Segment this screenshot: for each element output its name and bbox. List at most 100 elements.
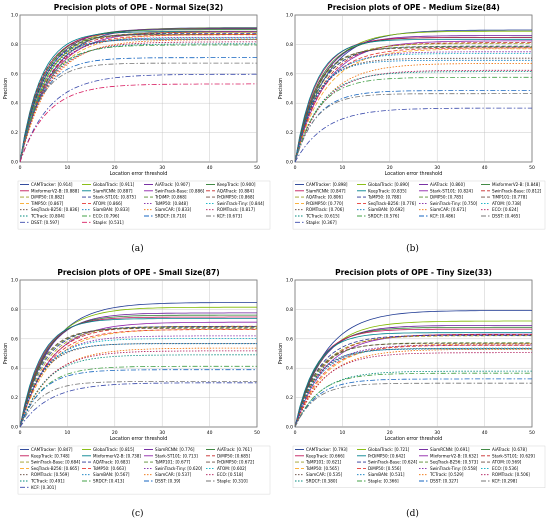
series-line-kcf (294, 90, 532, 163)
legend-entry: AQATrack: [0.884] (217, 188, 254, 193)
legend-entry: CAMTracker: [0.847] (31, 447, 73, 452)
y-tick-label: 0.4 (11, 366, 18, 372)
y-tick-label: 0.6 (11, 71, 18, 77)
series-line-keeptrack (19, 29, 257, 163)
series-line-prdimp50 (294, 332, 532, 428)
x-tick-label: 10 (65, 165, 71, 171)
legend-entry: GlobalTrack: [0.890] (368, 182, 410, 187)
series-line-staple (19, 83, 257, 163)
chart-title: Precision plots of OPE - Medium Size(84) (327, 3, 500, 12)
legend-entry: Stark-ST101: [0.824] (430, 188, 473, 193)
y-tick-label: 0.4 (286, 101, 293, 107)
series-line-tctrack (19, 43, 257, 163)
legend-entry: Staple: [0.367] (306, 220, 337, 225)
x-axis-label: Location error threshold (385, 171, 443, 177)
legend-entry: ECO: [0.624] (492, 207, 519, 212)
plot-area (294, 279, 533, 428)
chart-svg-c: Precision plots of OPE - Small Size(87) 0… (3, 268, 271, 495)
series-line-keeptrack (294, 38, 532, 163)
x-tick-label: 40 (482, 165, 488, 171)
chart-panel-c: Precision plots of OPE - Small Size(87) 0… (0, 265, 275, 530)
x-axis-label: Location error threshold (110, 171, 168, 177)
x-tick-label: 50 (254, 430, 260, 436)
series-line-prdimp50 (19, 327, 257, 428)
series-line-tsmp50 (19, 36, 257, 163)
legend-entry: MixformerV2-B: [0.848] (492, 182, 540, 187)
legend-entry: DSST: [0.39] (155, 479, 181, 484)
series-line-tsmp101 (294, 335, 532, 428)
legend-box (292, 445, 546, 488)
legend-entry: SRDCF: [0.576] (368, 214, 399, 219)
legend-entry: PrDiMP50: [0.672] (217, 460, 255, 465)
series-line-timp101 (294, 47, 532, 163)
y-tick-label: 0.2 (11, 130, 18, 136)
y-tick-label: 1.0 (11, 278, 18, 284)
series-line-eco (19, 44, 257, 163)
series-line-dsst (294, 378, 532, 428)
legend-box (292, 180, 546, 230)
series-line-aiatrack (294, 326, 532, 428)
legend-entry: SwinTrack-Base: [0.624] (368, 460, 418, 465)
legend-entry: TCTrack: [0.615] (305, 214, 340, 219)
legend-entry: TCTrack: [0.529] (429, 472, 464, 477)
x-tick-label: 0 (294, 165, 297, 171)
x-axis-label: Location error threshold (385, 436, 443, 442)
legend-entry: SiamBAN: [0.567] (93, 472, 130, 477)
legend-entry: CAMTracker: [0.898] (306, 182, 348, 187)
legend-entry: DiMP50: [0.785] (430, 195, 463, 200)
series-line-srdcf (294, 76, 532, 163)
series-line-keeptrack (294, 328, 532, 428)
x-tick-label: 50 (529, 165, 535, 171)
legend-entry: SiamRCNN: [0.776] (155, 447, 195, 452)
legend-entry: SwinTrack-Tiny: [0.844] (217, 201, 265, 206)
legend-entry: SiamBAN: [0.692] (368, 207, 405, 212)
series-line-eco (19, 350, 257, 428)
legend-entry: SiamBAN: [0.833] (93, 207, 130, 212)
legend-entry: AiATrack: [0.907] (155, 182, 190, 187)
legend-entry: ATOM: [0.569] (492, 460, 522, 465)
series-line-stark-st101 (19, 33, 257, 163)
legend-entry: TsMP50: [0.565] (305, 466, 339, 471)
x-tick-label: 20 (387, 430, 393, 436)
legend-entry: SiamRCNN: [0.691] (430, 447, 470, 452)
legend-entry: KeepTrack: [0.748] (31, 453, 70, 458)
panel-caption-d: (d) (406, 509, 419, 519)
x-tick-label: 30 (434, 165, 440, 171)
panel-caption-a: (a) (131, 244, 144, 254)
legend-entry: TsMP50: [0.848] (154, 201, 188, 206)
panel-caption-b: (b) (406, 244, 419, 254)
series-line-siamrcnn (294, 37, 532, 163)
y-tick-label: 1.0 (286, 13, 293, 19)
series-line-tsmp101 (19, 327, 257, 428)
x-tick-label: 0 (294, 430, 297, 436)
y-axis-label: Precision (3, 78, 9, 99)
legend-entry: CAMTracker: [0.914] (31, 182, 73, 187)
legend-entry: Stark-ST101: [0.629] (492, 453, 535, 458)
y-axis-label: Precision (278, 78, 284, 99)
x-tick-label: 40 (207, 430, 213, 436)
series-line-kcf (19, 382, 257, 428)
x-tick-label: 10 (340, 165, 346, 171)
series-line-swintrack-base (294, 42, 532, 163)
series-line-aiatrack (19, 28, 257, 163)
x-tick-label: 30 (159, 430, 165, 436)
legend-entry: SRDCF: [0.710] (155, 214, 186, 219)
legend-box (17, 445, 271, 495)
series-line-swintrack-tiny (19, 335, 257, 428)
y-tick-label: 0.6 (11, 336, 18, 342)
legend-entry: SiamBAN: [0.531] (368, 472, 405, 477)
x-tick-label: 10 (340, 430, 346, 436)
x-tick-label: 0 (19, 430, 22, 436)
series-line-mixformerv2-b (19, 318, 257, 428)
legend-entry: ATOM: [0.866] (93, 201, 123, 206)
series-line-staple (294, 107, 532, 163)
chart-title: Precision plots of OPE - Tiny Size(33) (335, 268, 492, 277)
legend-entry: SwinTrack-Tiny: [0.750] (430, 201, 478, 206)
series-line-dsst (19, 73, 257, 163)
legend-entry: SiamRCNN: [0.887] (93, 188, 133, 193)
series-line-tctrack (294, 71, 532, 163)
y-tick-label: 0.2 (286, 130, 293, 136)
legend-entry: GlobalTrack: [0.721] (368, 447, 410, 452)
chart-svg-d: Precision plots of OPE - Tiny Size(33) 0 1… (278, 268, 546, 488)
